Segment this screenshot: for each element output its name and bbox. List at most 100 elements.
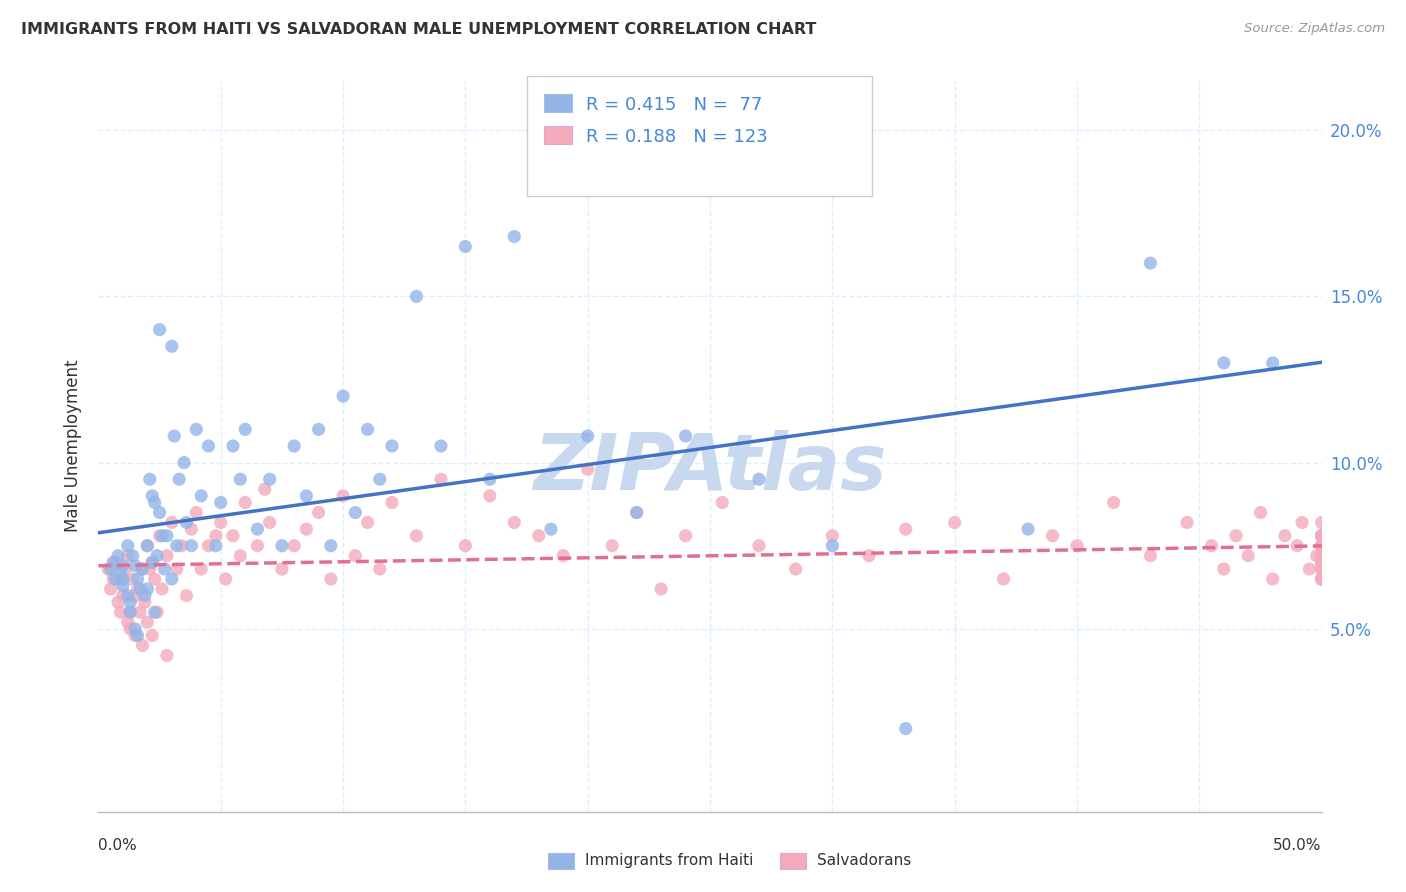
Point [107, 549, 129, 563]
Point [1310, 572, 1333, 586]
Point [576, 429, 599, 443]
Text: Source: ZipAtlas.com: Source: ZipAtlas.com [1244, 22, 1385, 36]
Point [153, 562, 176, 576]
Point [368, 472, 391, 486]
Point [160, 572, 183, 586]
Point [1298, 562, 1320, 576]
Point [127, 582, 149, 596]
Point [100, 562, 122, 576]
Point [120, 605, 142, 619]
Point [1310, 555, 1333, 569]
Point [626, 506, 648, 520]
Point [381, 439, 404, 453]
Point [821, 529, 844, 543]
Point [146, 549, 169, 563]
Point [1291, 516, 1313, 530]
Point [124, 622, 146, 636]
Point [222, 439, 245, 453]
Point [190, 562, 212, 576]
Point [120, 595, 142, 609]
Point [1310, 529, 1333, 543]
Point [344, 506, 367, 520]
Point [1249, 506, 1271, 520]
Point [110, 605, 132, 619]
Point [943, 516, 966, 530]
Point [405, 529, 427, 543]
Point [176, 589, 198, 603]
Point [104, 555, 127, 569]
Point [222, 529, 245, 543]
Point [1310, 539, 1333, 553]
Point [478, 489, 501, 503]
Point [173, 456, 195, 470]
Point [1261, 572, 1284, 586]
Point [229, 472, 252, 486]
Point [405, 289, 427, 303]
Point [1310, 549, 1333, 563]
Text: IMMIGRANTS FROM HAITI VS SALVADORAN MALE UNEMPLOYMENT CORRELATION CHART: IMMIGRANTS FROM HAITI VS SALVADORAN MALE… [21, 22, 817, 37]
Text: 0.0%: 0.0% [98, 838, 138, 854]
Point [1310, 549, 1333, 563]
Point [454, 539, 477, 553]
Point [553, 549, 575, 563]
Text: ZIPAtlas: ZIPAtlas [533, 430, 887, 506]
Point [209, 516, 232, 530]
Point [100, 582, 122, 596]
Point [131, 562, 153, 576]
Point [131, 562, 153, 576]
Point [136, 539, 159, 553]
Point [1310, 539, 1333, 553]
Point [894, 522, 917, 536]
Point [150, 529, 173, 543]
Point [246, 539, 269, 553]
Point [156, 549, 179, 563]
Point [894, 722, 917, 736]
Text: Immigrants from Haiti: Immigrants from Haiti [585, 854, 754, 868]
Point [233, 495, 256, 509]
Point [283, 539, 305, 553]
Point [121, 549, 143, 563]
Point [1237, 549, 1260, 563]
Point [1175, 516, 1198, 530]
Point [478, 472, 501, 486]
Point [117, 589, 139, 603]
Point [1310, 572, 1333, 586]
Point [121, 572, 143, 586]
Point [163, 429, 186, 443]
Point [197, 539, 219, 553]
Point [97, 562, 120, 576]
Point [1310, 539, 1333, 553]
Point [1102, 495, 1125, 509]
Point [675, 429, 697, 443]
Point [111, 572, 134, 586]
Point [150, 582, 173, 596]
Point [1310, 562, 1333, 576]
Point [1042, 529, 1064, 543]
Text: 50.0%: 50.0% [1274, 838, 1322, 854]
Point [993, 572, 1015, 586]
Point [134, 595, 156, 609]
Point [117, 549, 139, 563]
Point [117, 539, 139, 553]
Point [270, 562, 294, 576]
Point [124, 589, 146, 603]
Point [319, 572, 342, 586]
Point [283, 439, 305, 453]
Point [1139, 549, 1161, 563]
Point [748, 472, 770, 486]
Point [186, 506, 208, 520]
Point [111, 572, 134, 586]
Point [1310, 529, 1333, 543]
Point [1310, 539, 1333, 553]
Point [259, 516, 281, 530]
Point [143, 495, 166, 509]
Point [214, 572, 236, 586]
Point [205, 539, 228, 553]
Point [295, 489, 318, 503]
Point [156, 529, 179, 543]
Point [156, 648, 179, 663]
Point [576, 462, 599, 476]
Point [186, 422, 208, 436]
Point [120, 605, 142, 619]
Point [650, 582, 672, 596]
